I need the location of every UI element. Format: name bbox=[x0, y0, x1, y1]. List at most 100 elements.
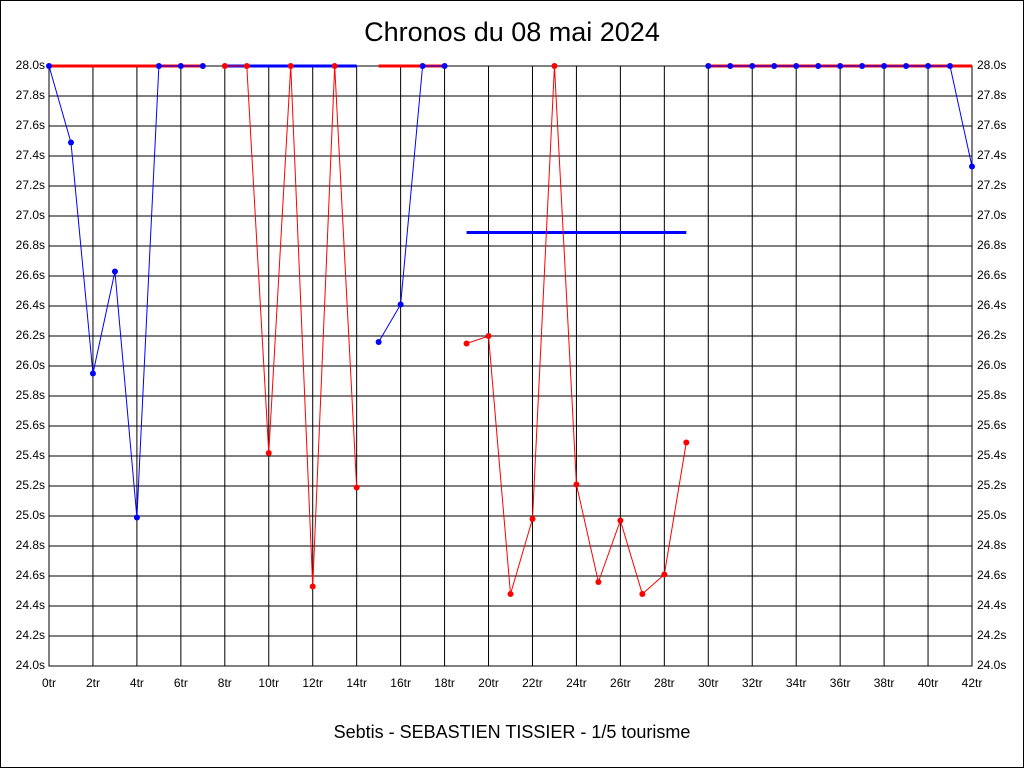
y2-tick-label: 25.4s bbox=[977, 448, 1006, 462]
lap-line bbox=[48, 65, 203, 518]
y2-tick-label: 25.2s bbox=[977, 478, 1006, 492]
y-tick-label: 26.8s bbox=[16, 238, 45, 252]
lap-point bbox=[441, 63, 448, 69]
plot-border bbox=[48, 65, 973, 667]
y-tick-label: 25.8s bbox=[16, 388, 45, 402]
lap-point bbox=[595, 579, 602, 585]
y-tick-label: 28.0s bbox=[16, 58, 45, 72]
x-tick-label: 2tr bbox=[86, 676, 100, 690]
x-tick-label: 42tr bbox=[962, 676, 983, 690]
y2-tick-label: 24.2s bbox=[977, 628, 1006, 642]
x-tick-label: 36tr bbox=[830, 676, 851, 690]
x-tick-label: 8tr bbox=[218, 676, 232, 690]
lap-point bbox=[133, 514, 140, 521]
x-tick-label: 0tr bbox=[42, 676, 56, 690]
lap-point bbox=[859, 63, 866, 69]
y2-tick-label: 27.8s bbox=[977, 88, 1006, 102]
lap-point bbox=[397, 301, 404, 308]
lap-point bbox=[155, 63, 162, 69]
y-tick-label: 25.6s bbox=[16, 418, 45, 432]
x-tick-label: 10tr bbox=[258, 676, 279, 690]
lap-point bbox=[89, 370, 96, 377]
lap-point bbox=[727, 63, 734, 69]
y2-tick-label: 26.6s bbox=[977, 268, 1006, 282]
y2-tick-label: 26.0s bbox=[977, 358, 1006, 372]
lap-point bbox=[881, 63, 888, 69]
lap-point bbox=[815, 63, 822, 69]
lap-point bbox=[287, 63, 294, 69]
lap-point bbox=[903, 63, 910, 69]
y-tick-label: 27.0s bbox=[16, 208, 45, 222]
lap-point bbox=[529, 516, 536, 522]
y-tick-label: 24.8s bbox=[16, 538, 45, 552]
y2-tick-label: 26.4s bbox=[977, 298, 1006, 312]
y2-tick-label: 24.6s bbox=[977, 568, 1006, 582]
lap-point bbox=[925, 63, 932, 69]
y-tick-label: 25.4s bbox=[16, 448, 45, 462]
lap-point bbox=[331, 63, 338, 69]
lap-point bbox=[485, 333, 492, 339]
lap-point bbox=[705, 63, 712, 69]
x-tick-label: 34tr bbox=[786, 676, 807, 690]
x-tick-label: 26tr bbox=[610, 676, 631, 690]
lap-point bbox=[573, 481, 580, 488]
x-tick-label: 6tr bbox=[174, 676, 188, 690]
y2-tick-label: 25.8s bbox=[977, 388, 1006, 402]
caption: Sebtis - SEBASTIEN TISSIER - 1/5 tourism… bbox=[334, 722, 691, 742]
x-tick-label: 24tr bbox=[566, 676, 587, 690]
x-tick-label: 30tr bbox=[698, 676, 719, 690]
lap-point bbox=[793, 63, 800, 69]
y2-tick-label: 27.2s bbox=[977, 178, 1006, 192]
lap-point bbox=[265, 450, 272, 456]
lap-point bbox=[771, 63, 778, 69]
x-tick-label: 32tr bbox=[742, 676, 763, 690]
x-tick-label: 20tr bbox=[478, 676, 499, 690]
y-tick-label: 26.4s bbox=[16, 298, 45, 312]
x-tick-label: 38tr bbox=[874, 676, 895, 690]
y2-tick-label: 27.6s bbox=[977, 118, 1006, 132]
lap-point bbox=[419, 63, 426, 69]
lap-point bbox=[639, 591, 646, 597]
lap-point bbox=[837, 63, 844, 69]
lap-point bbox=[111, 268, 118, 275]
lap-point bbox=[617, 517, 624, 524]
y2-tick-label: 26.2s bbox=[977, 328, 1006, 342]
y-tick-label: 25.2s bbox=[16, 478, 45, 492]
chart-title: Chronos du 08 mai 2024 bbox=[364, 17, 660, 47]
lap-point bbox=[243, 63, 250, 69]
lap-point bbox=[683, 439, 690, 446]
y-tick-label: 24.2s bbox=[16, 628, 45, 642]
lap-point bbox=[969, 163, 975, 170]
lap-point bbox=[551, 63, 558, 69]
lap-point bbox=[947, 63, 954, 69]
y2-tick-label: 25.6s bbox=[977, 418, 1006, 432]
lap-point bbox=[199, 63, 206, 69]
y-tick-label: 25.0s bbox=[16, 508, 45, 522]
lap-point bbox=[67, 139, 74, 146]
lap-line bbox=[378, 65, 445, 343]
lap-point bbox=[46, 63, 52, 69]
x-tick-label: 28tr bbox=[654, 676, 675, 690]
x-tick-label: 12tr bbox=[302, 676, 323, 690]
y2-tick-label: 27.0s bbox=[977, 208, 1006, 222]
x-tick-label: 14tr bbox=[346, 676, 367, 690]
y-tick-label: 24.0s bbox=[16, 658, 45, 672]
lap-point bbox=[375, 339, 382, 345]
x-tick-label: 16tr bbox=[390, 676, 411, 690]
y2-tick-label: 26.8s bbox=[977, 238, 1006, 252]
y2-tick-label: 24.4s bbox=[977, 598, 1006, 612]
y-tick-label: 27.4s bbox=[16, 148, 45, 162]
y2-tick-label: 24.8s bbox=[977, 538, 1006, 552]
x-tick-label: 40tr bbox=[918, 676, 939, 690]
lap-point bbox=[749, 63, 756, 69]
lap-point bbox=[463, 340, 470, 347]
y-tick-label: 24.4s bbox=[16, 598, 45, 612]
y2-tick-label: 27.4s bbox=[977, 148, 1006, 162]
x-tick-label: 4tr bbox=[130, 676, 144, 690]
y-tick-label: 26.0s bbox=[16, 358, 45, 372]
y-tick-label: 27.6s bbox=[16, 118, 45, 132]
y-tick-label: 27.8s bbox=[16, 88, 45, 102]
lap-point bbox=[661, 571, 668, 578]
